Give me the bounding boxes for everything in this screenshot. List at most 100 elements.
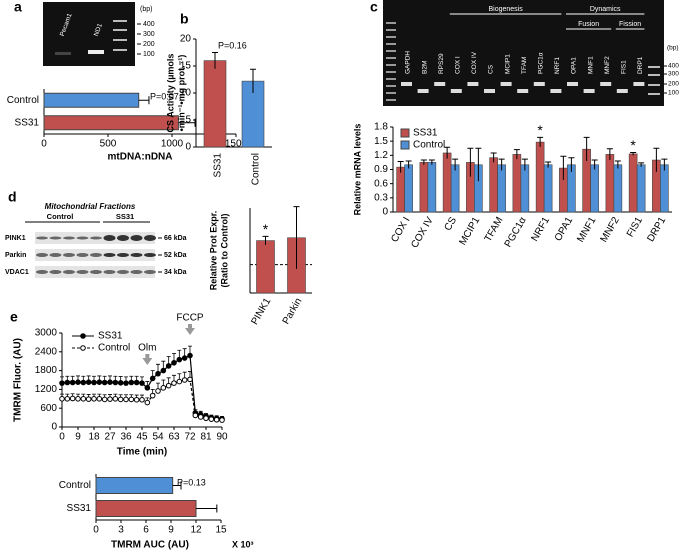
- ladder-band: [386, 64, 396, 66]
- gel-band: [583, 89, 595, 93]
- data-point: [59, 380, 65, 386]
- x-tick-label: 0: [41, 139, 47, 150]
- panel-label: b: [180, 11, 189, 27]
- x-tick-label: MNF1: [575, 215, 598, 244]
- data-point: [69, 395, 76, 402]
- data-point: [101, 379, 108, 386]
- lane-label: OPA1: [571, 57, 578, 74]
- blot-band: [117, 253, 129, 257]
- y-tick-label: 0.3: [374, 192, 388, 203]
- data-point: [107, 379, 113, 385]
- x-tick-label: 36: [120, 432, 132, 443]
- blot-band: [130, 253, 143, 257]
- data-point: [107, 396, 113, 402]
- error-bar: [262, 235, 269, 245]
- series-line: [61, 354, 223, 420]
- data-point: [176, 356, 183, 363]
- x-tick-label: 6: [143, 525, 149, 536]
- ladder-band: [113, 49, 127, 51]
- data-point: [219, 417, 225, 423]
- x-tick-label: COX IV: [409, 215, 436, 250]
- gel-band: [450, 89, 462, 93]
- bar: [396, 166, 405, 213]
- y-axis-label: (Ratio to Control): [219, 214, 229, 288]
- y-tick-label: 1.2: [374, 150, 388, 161]
- ladder-band: [386, 29, 396, 31]
- ladder-band: [386, 36, 396, 38]
- lane-label: FIS1: [621, 60, 628, 74]
- ladder-band: [648, 93, 660, 95]
- data-point: [176, 378, 183, 385]
- lane-label: COX I: [455, 56, 462, 74]
- gel-band: [550, 89, 562, 93]
- y-axis-label: TMRM Fluor. (AU): [13, 338, 24, 422]
- gel-band: [616, 89, 628, 93]
- error-bar: [444, 146, 451, 159]
- y-tick-label: 0.6: [374, 178, 388, 189]
- x-tick-label: Control: [251, 153, 262, 185]
- bar: [95, 500, 197, 517]
- marker-label: 400: [668, 63, 679, 70]
- data-point: [69, 379, 76, 386]
- x-tick-label: FIS1: [625, 215, 645, 239]
- legend-label: Control: [98, 343, 130, 354]
- annotation: P=0.13: [177, 477, 206, 487]
- data-point: [96, 396, 103, 402]
- data-point: [75, 379, 81, 385]
- x-tick-label: 45: [136, 432, 148, 443]
- legend-marker: [80, 345, 86, 351]
- bar: [489, 157, 498, 213]
- gel-band: [434, 82, 446, 86]
- data-point: [187, 376, 193, 383]
- bar: [404, 164, 413, 213]
- marker-label: 100: [668, 90, 679, 97]
- error-bar: [250, 68, 256, 93]
- bar: [613, 164, 623, 213]
- data-point: [64, 379, 71, 386]
- blot-band: [49, 253, 62, 257]
- group-label: Fusion: [578, 21, 599, 28]
- lane-label: ND1: [93, 22, 104, 37]
- blot-size: 66 kDa: [164, 235, 187, 242]
- error-bar: [212, 52, 218, 69]
- data-point: [213, 416, 220, 423]
- x-tick-label: 9: [75, 432, 81, 443]
- arrow: [142, 354, 153, 365]
- data-point: [91, 379, 97, 386]
- legend-label: SS31: [413, 128, 438, 139]
- bar: [605, 154, 615, 213]
- x-tick-label: PINK1: [249, 296, 273, 327]
- x-tick-label: TFAM: [483, 215, 506, 244]
- blot-band: [76, 253, 89, 257]
- y-tick-label: 1200: [35, 384, 58, 395]
- gel-band: [500, 82, 512, 86]
- y-tick-label: 0: [51, 422, 57, 433]
- error-bar: [583, 136, 590, 161]
- x-tick-label: 3: [118, 525, 124, 536]
- error-bar: [196, 504, 218, 513]
- x-tick-label: 12: [190, 525, 202, 536]
- ladder-band: [386, 71, 396, 73]
- y-axis-label: Relative mRNA levels: [352, 124, 362, 216]
- panel-label: a: [14, 0, 22, 15]
- error-bar: [606, 148, 613, 161]
- data-point: [112, 396, 119, 402]
- x-tick-label: MNF2: [599, 215, 622, 244]
- bar: [636, 164, 646, 213]
- data-point: [112, 379, 119, 386]
- gel-unit: (bp): [667, 45, 679, 52]
- marker-label: 400: [143, 21, 155, 28]
- x-tick-label: 9: [168, 525, 174, 536]
- x-tick-label: MCIP1: [457, 215, 482, 247]
- data-point: [181, 355, 188, 361]
- lane-label: TFAM: [521, 57, 528, 74]
- blot-band: [117, 270, 129, 274]
- y-axis-label: Relative Prot Expr.: [208, 211, 218, 291]
- bar: [427, 162, 437, 213]
- blot-band: [90, 236, 102, 240]
- legend-marker: [80, 333, 86, 339]
- x-tick-label: CS: [443, 215, 460, 233]
- data-point: [75, 396, 81, 402]
- data-point: [123, 380, 129, 386]
